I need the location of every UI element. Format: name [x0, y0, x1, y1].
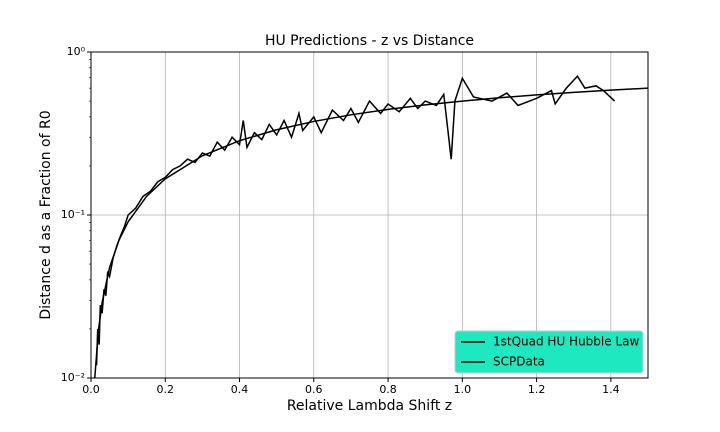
- x-tick-label: 0.6: [305, 383, 323, 396]
- chart-title: HU Predictions - z vs Distance: [265, 33, 474, 49]
- x-tick-label: 1.2: [528, 383, 546, 396]
- y-tick-label: 10⁰: [67, 45, 86, 58]
- y-tick-label: 10⁻²: [61, 371, 85, 384]
- x-tick-label: 0.0: [82, 383, 100, 396]
- legend-box: [454, 330, 644, 374]
- legend-label: SCPData: [493, 355, 545, 369]
- x-tick-label: 0.4: [231, 383, 249, 396]
- y-axis-label: Distance d as a Fraction of R0: [38, 110, 54, 319]
- x-tick-label: 1.0: [454, 383, 472, 396]
- x-tick-label: 1.4: [602, 383, 620, 396]
- x-tick-label: 0.2: [157, 383, 175, 396]
- y-tick-label: 10⁻¹: [61, 208, 85, 221]
- series-line: [95, 75, 616, 366]
- x-tick-label: 0.8: [379, 383, 397, 396]
- x-axis-label: Relative Lambda Shift z: [287, 398, 452, 414]
- plot-frame: [90, 51, 649, 379]
- legend-label: 1stQuad HU Hubble Law: [493, 335, 639, 349]
